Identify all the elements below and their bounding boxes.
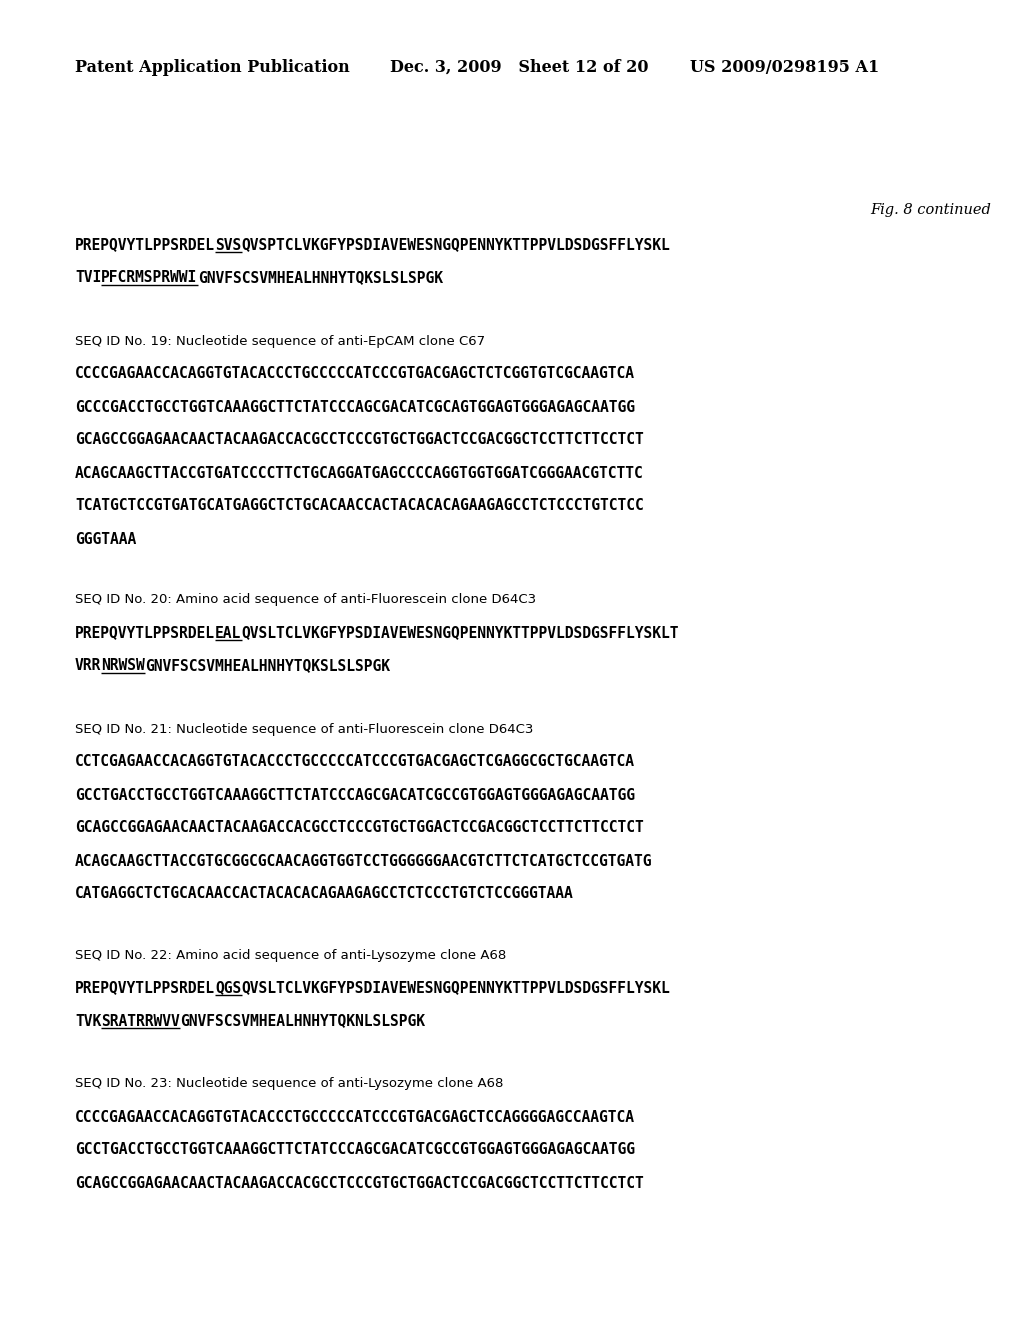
Text: CCCCGAGAACCACAGGTGTACACCCTGCCCCCATCCCGTGACGAGCTCTCGGTGTCGCAAGTCA: CCCCGAGAACCACAGGTGTACACCCTGCCCCCATCCCGTG… [75, 367, 635, 381]
Text: PREPQVYTLPPSRDEL: PREPQVYTLPPSRDEL [75, 238, 215, 252]
Text: EAL: EAL [215, 626, 242, 640]
Text: TCATGCTCCGTGATGCATGAGGCTCTGCACAACCACTACACACAGAAGAGCCTCTCCCTGTCTCC: TCATGCTCCGTGATGCATGAGGCTCTGCACAACCACTACA… [75, 499, 644, 513]
Text: TVI: TVI [75, 271, 101, 285]
Text: GGGTAAA: GGGTAAA [75, 532, 136, 546]
Text: GCCTGACCTGCCTGGTCAAAGGCTTCTATCCCAGCGACATCGCCGTGGAGTGGGAGAGCAATGG: GCCTGACCTGCCTGGTCAAAGGCTTCTATCCCAGCGACAT… [75, 1143, 635, 1158]
Text: ACAGCAAGCTTACCGTGCGGCGCAACAGGTGGTCCTGGGGGGAACGTCTTCTCATGCTCCGTGATG: ACAGCAAGCTTACCGTGCGGCGCAACAGGTGGTCCTGGGG… [75, 854, 652, 869]
Text: NRWSW: NRWSW [101, 659, 145, 673]
Text: VRR: VRR [75, 659, 101, 673]
Text: TVK: TVK [75, 1014, 101, 1028]
Text: Fig. 8 continued: Fig. 8 continued [870, 203, 991, 216]
Text: QVSLTCLVKGFYPSDIAVEWESNGQPENNYKTTPPVLDSDGSFFLYSKL: QVSLTCLVKGFYPSDIAVEWESNGQPENNYKTTPPVLDSD… [242, 981, 671, 995]
Text: PREPQVYTLPPSRDEL: PREPQVYTLPPSRDEL [75, 626, 215, 640]
Text: PFCRMSPRWWI: PFCRMSPRWWI [101, 271, 198, 285]
Text: SRATRRWVV: SRATRRWVV [101, 1014, 180, 1028]
Text: SEQ ID No. 19: Nucleotide sequence of anti-EpCAM clone C67: SEQ ID No. 19: Nucleotide sequence of an… [75, 334, 485, 347]
Text: QGS: QGS [215, 981, 242, 995]
Text: CCCCGAGAACCACAGGTGTACACCCTGCCCCCATCCCGTGACGAGCTCCAGGGGAGCCAAGTCA: CCCCGAGAACCACAGGTGTACACCCTGCCCCCATCCCGTG… [75, 1110, 635, 1125]
Text: GCCCGACCTGCCTGGTCAAAGGCTTCTATCCCAGCGACATCGCAGTGGAGTGGGAGAGCAATGG: GCCCGACCTGCCTGGTCAAAGGCTTCTATCCCAGCGACAT… [75, 400, 635, 414]
Text: CATGAGGCTCTGCACAACCACTACACACAGAAGAGCCTCTCCCTGTCTCCGGGTAAA: CATGAGGCTCTGCACAACCACTACACACAGAAGAGCCTCT… [75, 887, 573, 902]
Text: SEQ ID No. 20: Amino acid sequence of anti-Fluorescein clone D64C3: SEQ ID No. 20: Amino acid sequence of an… [75, 594, 537, 606]
Text: SEQ ID No. 21: Nucleotide sequence of anti-Fluorescein clone D64C3: SEQ ID No. 21: Nucleotide sequence of an… [75, 722, 534, 735]
Text: ACAGCAAGCTTACCGTGATCCCCTTCTGCAGGATGAGCCCCAGGTGGTGGATCGGGAACGTCTTC: ACAGCAAGCTTACCGTGATCCCCTTCTGCAGGATGAGCCC… [75, 466, 644, 480]
Text: GNVFSCSVMHEALHNHYTQKSLSLSPGK: GNVFSCSVMHEALHNHYTQKSLSLSPGK [198, 271, 442, 285]
Text: QVSPTCLVKGFYPSDIAVEWESNGQPENNYKTTPPVLDSDGSFFLYSKL: QVSPTCLVKGFYPSDIAVEWESNGQPENNYKTTPPVLDSD… [242, 238, 671, 252]
Text: SVS: SVS [215, 238, 242, 252]
Text: Patent Application Publication: Patent Application Publication [75, 58, 350, 75]
Text: GCCTGACCTGCCTGGTCAAAGGCTTCTATCCCAGCGACATCGCCGTGGAGTGGGAGAGCAATGG: GCCTGACCTGCCTGGTCAAAGGCTTCTATCCCAGCGACAT… [75, 788, 635, 803]
Text: SEQ ID No. 23: Nucleotide sequence of anti-Lysozyme clone A68: SEQ ID No. 23: Nucleotide sequence of an… [75, 1077, 504, 1090]
Text: Dec. 3, 2009   Sheet 12 of 20: Dec. 3, 2009 Sheet 12 of 20 [390, 58, 648, 75]
Text: US 2009/0298195 A1: US 2009/0298195 A1 [690, 58, 880, 75]
Text: CCTCGAGAACCACAGGTGTACACCCTGCCCCCATCCCGTGACGAGCTCGAGGCGCTGCAAGTCA: CCTCGAGAACCACAGGTGTACACCCTGCCCCCATCCCGTG… [75, 755, 635, 770]
Text: GCAGCCGGAGAACAACTACAAGACCACGCCTCCCGTGCTGGACTCCGACGGCTCCTTCTTCCTCT: GCAGCCGGAGAACAACTACAAGACCACGCCTCCCGTGCTG… [75, 1176, 644, 1191]
Text: GCAGCCGGAGAACAACTACAAGACCACGCCTCCCGTGCTGGACTCCGACGGCTCCTTCTTCCTCT: GCAGCCGGAGAACAACTACAAGACCACGCCTCCCGTGCTG… [75, 821, 644, 836]
Text: GNVFSCSVMHEALHNHYTQKNLSLSPGK: GNVFSCSVMHEALHNHYTQKNLSLSPGK [180, 1014, 425, 1028]
Text: GCAGCCGGAGAACAACTACAAGACCACGCCTCCCGTGCTGGACTCCGACGGCTCCTTCTTCCTCT: GCAGCCGGAGAACAACTACAAGACCACGCCTCCCGTGCTG… [75, 433, 644, 447]
Text: SEQ ID No. 22: Amino acid sequence of anti-Lysozyme clone A68: SEQ ID No. 22: Amino acid sequence of an… [75, 949, 506, 961]
Text: QVSLTCLVKGFYPSDIAVEWESNGQPENNYKTTPPVLDSDGSFFLYSKLТ: QVSLTCLVKGFYPSDIAVEWESNGQPENNYKTTPPVLDSD… [242, 626, 679, 640]
Text: PREPQVYTLPPSRDEL: PREPQVYTLPPSRDEL [75, 981, 215, 995]
Text: GNVFSCSVMHEALHNHYTQKSLSLSPGK: GNVFSCSVMHEALHNHYTQKSLSLSPGK [145, 659, 390, 673]
